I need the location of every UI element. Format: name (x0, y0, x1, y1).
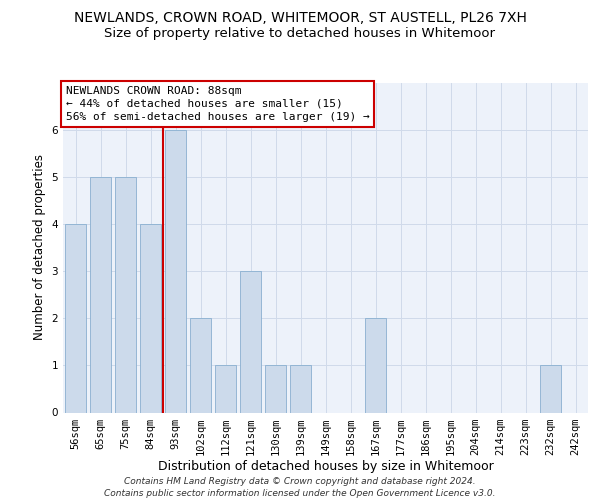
Bar (240, 271, 261, 412)
Text: Size of property relative to detached houses in Whitemoor: Size of property relative to detached ho… (104, 28, 496, 40)
Text: NEWLANDS, CROWN ROAD, WHITEMOOR, ST AUSTELL, PL26 7XH: NEWLANDS, CROWN ROAD, WHITEMOOR, ST AUST… (74, 11, 526, 25)
Bar (540, 366, 561, 412)
Text: Contains HM Land Registry data © Crown copyright and database right 2024.: Contains HM Land Registry data © Crown c… (124, 477, 476, 486)
Bar (290, 366, 311, 412)
Bar (140, 224, 161, 412)
Bar (265, 366, 286, 412)
X-axis label: Distribution of detached houses by size in Whitemoor: Distribution of detached houses by size … (158, 460, 493, 473)
Bar (190, 318, 211, 412)
Y-axis label: Number of detached properties: Number of detached properties (33, 154, 46, 340)
Text: Contains public sector information licensed under the Open Government Licence v3: Contains public sector information licen… (104, 489, 496, 498)
Bar (65, 224, 86, 412)
Bar (365, 318, 386, 412)
Text: NEWLANDS CROWN ROAD: 88sqm
← 44% of detached houses are smaller (15)
56% of semi: NEWLANDS CROWN ROAD: 88sqm ← 44% of deta… (65, 86, 370, 122)
Bar (215, 366, 236, 412)
Bar (115, 177, 136, 412)
Bar (165, 130, 186, 412)
Bar (90, 177, 111, 412)
